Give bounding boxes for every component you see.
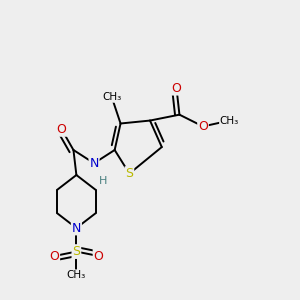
Text: CH₃: CH₃ — [102, 92, 121, 102]
Text: O: O — [172, 82, 182, 95]
Text: CH₃: CH₃ — [220, 116, 239, 126]
Text: CH₃: CH₃ — [67, 270, 86, 280]
Text: S: S — [125, 167, 134, 180]
Text: O: O — [94, 250, 103, 262]
Text: O: O — [198, 120, 208, 133]
Text: N: N — [72, 221, 81, 235]
Text: O: O — [50, 250, 59, 262]
Text: S: S — [72, 245, 80, 258]
Text: N: N — [89, 157, 99, 170]
Text: H: H — [99, 176, 107, 186]
Text: O: O — [57, 123, 67, 136]
